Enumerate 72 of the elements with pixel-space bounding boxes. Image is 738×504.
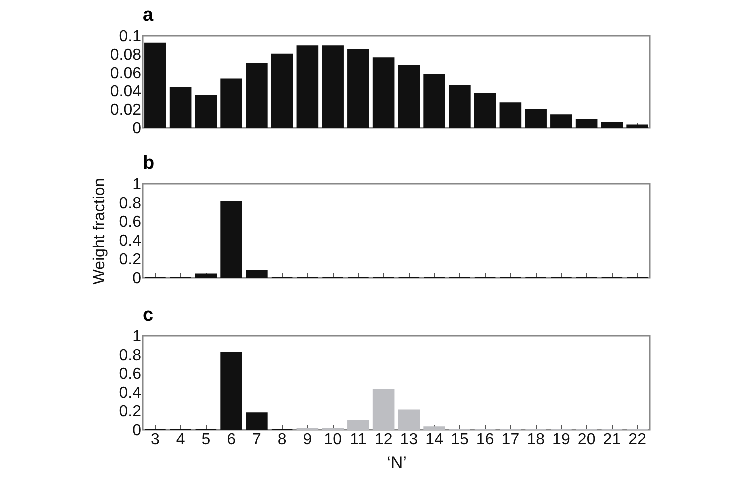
bar (195, 95, 218, 128)
bar (500, 102, 522, 128)
bar (474, 93, 496, 128)
y-tick-label: 0.1 (119, 28, 142, 46)
y-axis-title: Weight fraction (91, 178, 108, 285)
bar (170, 87, 192, 128)
x-tick-label: 18 (527, 432, 546, 448)
x-axis-title: ‘N’ (387, 454, 407, 472)
bar (449, 85, 471, 128)
y-tick-label: 0.2 (119, 404, 142, 421)
x-tick-label: 9 (303, 432, 312, 448)
x-tick-label: 19 (552, 432, 570, 448)
y-tick-label: 1 (132, 328, 142, 346)
bar (246, 412, 268, 430)
y-tick-label: 0.4 (119, 384, 142, 402)
y-tick-label: 0 (132, 422, 142, 440)
x-tick-label: 21 (603, 432, 622, 448)
bar (220, 201, 242, 278)
x-tick-label: 7 (252, 432, 262, 448)
bar (576, 119, 598, 128)
y-tick-label: 0.8 (119, 195, 142, 212)
y-tick-label: 0.04 (110, 84, 142, 101)
bar (424, 426, 446, 430)
bar (195, 274, 218, 278)
y-tick-label: 0.02 (110, 102, 142, 120)
bar (525, 109, 547, 128)
x-tick-label: 8 (278, 432, 287, 448)
x-tick-label: 16 (476, 432, 494, 448)
y-tick-label: 1 (132, 176, 142, 194)
bar (348, 420, 370, 430)
y-tick-label: 0.4 (119, 232, 142, 250)
x-tick-label: 17 (502, 432, 520, 448)
x-tick-label: 10 (324, 432, 342, 448)
x-tick-label: 11 (350, 432, 367, 448)
y-tick-label: 0.8 (119, 347, 142, 364)
x-tick-label: 14 (426, 432, 444, 448)
bar (348, 49, 370, 128)
y-tick-label: 0.2 (119, 252, 142, 269)
x-tick-label: 20 (578, 432, 596, 448)
bar (296, 46, 319, 128)
y-tick-label: 0.6 (119, 366, 142, 384)
chart-title: c (143, 305, 154, 326)
bar (601, 122, 624, 128)
bar (220, 352, 242, 430)
bar (246, 63, 268, 128)
bar (372, 58, 395, 128)
x-tick-label: 22 (628, 432, 647, 448)
x-tick-label: 6 (227, 432, 236, 448)
y-tick-label: 0 (132, 270, 142, 288)
bar (372, 389, 395, 430)
bar (322, 46, 344, 128)
bar (424, 74, 446, 128)
y-tick-label: 0.08 (110, 46, 142, 64)
y-tick-label: 0 (132, 120, 142, 138)
bar (626, 124, 648, 128)
y-tick-label: 0.06 (110, 65, 142, 82)
bar (398, 64, 420, 128)
x-tick-label: 3 (150, 432, 160, 448)
bar (550, 114, 572, 128)
bar (220, 78, 242, 128)
bar (271, 54, 294, 128)
x-tick-label: 5 (202, 432, 211, 448)
bar (398, 410, 420, 430)
bar (246, 270, 268, 278)
x-tick-label: 12 (374, 432, 393, 448)
x-tick-label: 13 (400, 432, 418, 448)
y-tick-label: 0.6 (119, 214, 142, 232)
x-tick-label: 15 (451, 432, 469, 448)
chart-title: a (143, 5, 154, 26)
chart-title: b (143, 153, 155, 174)
bar (144, 42, 166, 128)
x-tick-label: 4 (176, 432, 186, 448)
